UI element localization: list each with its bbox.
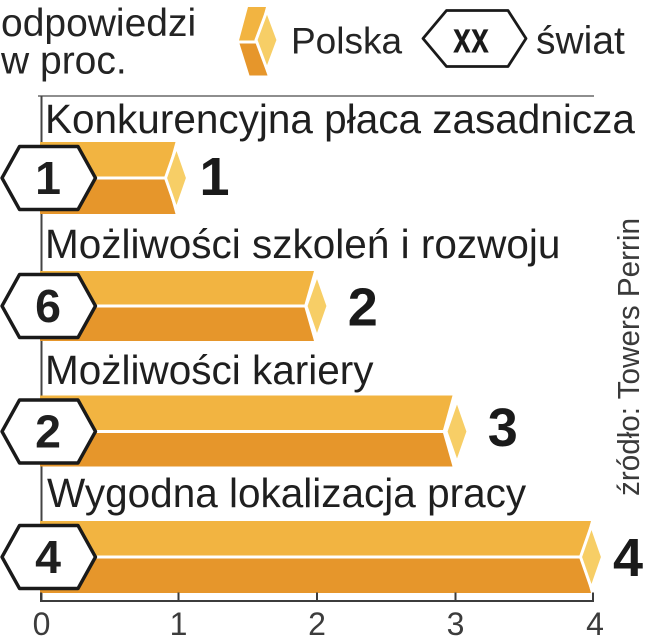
svg-text:2: 2 — [308, 606, 326, 640]
svg-text:Wygodna lokalizacja pracy: Wygodna lokalizacja pracy — [47, 470, 527, 516]
svg-text:Możliwości kariery: Możliwości kariery — [45, 347, 374, 393]
svg-text:4: 4 — [586, 606, 604, 640]
svg-text:2: 2 — [348, 278, 378, 338]
svg-text:0: 0 — [33, 606, 51, 640]
svg-text:1: 1 — [35, 152, 61, 204]
svg-text:3: 3 — [447, 606, 465, 640]
svg-text:6: 6 — [35, 280, 61, 332]
svg-text:Polska: Polska — [291, 21, 402, 62]
svg-text:1: 1 — [170, 606, 188, 640]
svg-text:2: 2 — [35, 406, 61, 458]
svg-text:4: 4 — [613, 528, 643, 588]
svg-text:xx: xx — [453, 14, 489, 63]
svg-text:źródło: Towers Perrin: źródło: Towers Perrin — [611, 218, 646, 496]
svg-text:świat: świat — [536, 20, 625, 63]
svg-text:w proc.: w proc. — [0, 40, 127, 83]
svg-text:4: 4 — [35, 531, 61, 583]
svg-text:3: 3 — [488, 398, 518, 458]
svg-text:Konkurencyjna płaca zasadnicza: Konkurencyjna płaca zasadnicza — [45, 96, 635, 142]
svg-text:1: 1 — [199, 147, 229, 207]
svg-text:odpowiedzi: odpowiedzi — [1, 2, 196, 45]
svg-text:Możliwości szkoleń i rozwoju: Możliwości szkoleń i rozwoju — [45, 221, 560, 267]
